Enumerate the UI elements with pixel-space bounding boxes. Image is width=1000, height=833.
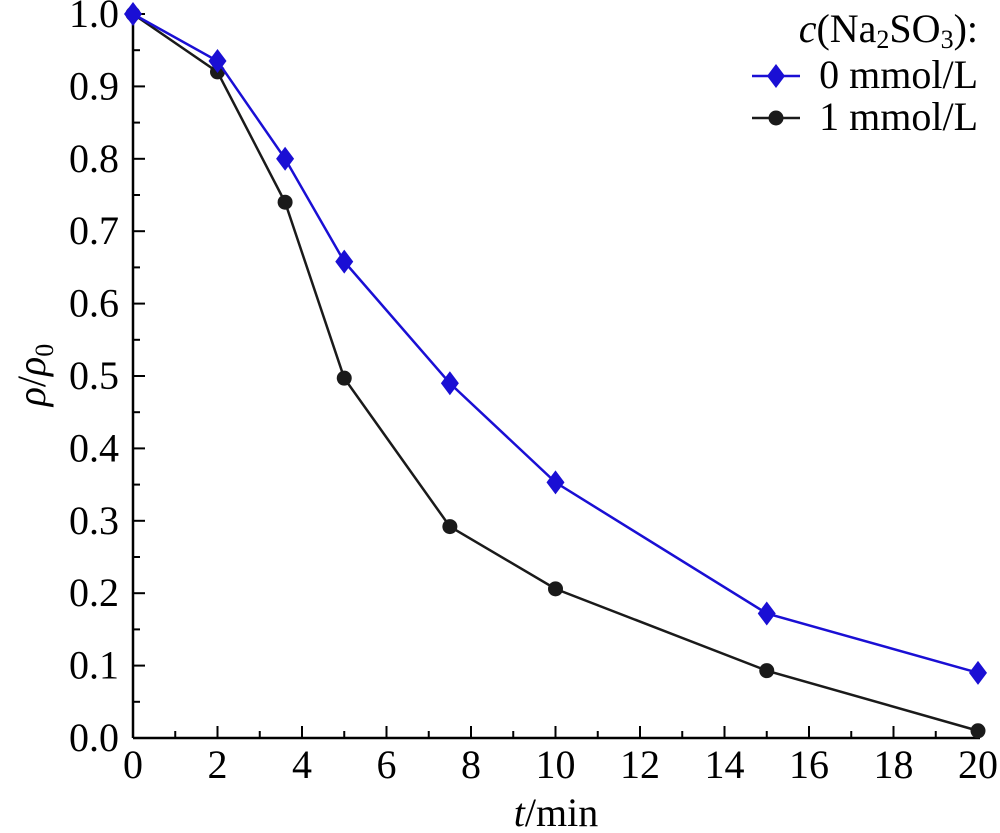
y-tick-label: 0.8 xyxy=(69,136,119,181)
x-tick-label: 20 xyxy=(958,742,998,787)
tick-labels: 0 2 4 6 8 10 12 14 16 18 20 0.0 0.1 0.2 0.3 0.4 0.5 0.6 0.… xyxy=(69,0,998,787)
data-point xyxy=(277,194,293,210)
data-point xyxy=(335,249,354,274)
y-tick-label: 1.0 xyxy=(69,0,119,36)
legend-swatch-marker xyxy=(768,110,784,126)
legend-swatch-marker xyxy=(767,64,785,88)
legend-entries: 0 mmol/L1 mmol/L xyxy=(752,52,978,139)
y-axis-title: ρ/ρ0 xyxy=(9,344,59,409)
legend-title: c(Na2SO3): xyxy=(799,6,978,54)
data-point xyxy=(276,146,295,171)
x-axis-title: t/min xyxy=(514,790,598,833)
y-tick-label: 0.2 xyxy=(69,570,119,615)
legend-entry: 0 mmol/L xyxy=(752,52,978,97)
data-point xyxy=(546,470,565,495)
data-point xyxy=(759,663,775,679)
x-tick-label: 8 xyxy=(461,742,481,787)
y-tick-label: 0.7 xyxy=(69,208,119,253)
series-0-mmol xyxy=(124,2,987,685)
data-point xyxy=(440,371,459,396)
x-tick-label: 6 xyxy=(377,742,397,787)
x-tick-label: 0 xyxy=(123,742,143,787)
data-point xyxy=(124,2,142,26)
data-point xyxy=(442,519,458,535)
y-tick-label: 0.4 xyxy=(69,425,119,470)
x-tick-label: 10 xyxy=(536,742,576,787)
legend-entry: 1 mmol/L xyxy=(752,94,978,139)
x-tick-label: 12 xyxy=(620,742,660,787)
series-line xyxy=(132,12,979,675)
legend: c(Na2SO3): 0 mmol/L1 mmol/L xyxy=(752,6,978,139)
data-point xyxy=(548,581,563,597)
y-tick-label: 0.5 xyxy=(69,353,119,398)
x-tick-label: 4 xyxy=(292,742,312,787)
data-point xyxy=(970,723,986,739)
y-tick-label: 0.9 xyxy=(69,63,119,108)
series-line xyxy=(132,12,979,732)
y-tick-label: 0.1 xyxy=(69,643,119,688)
data-point xyxy=(336,370,352,386)
data-point xyxy=(757,601,776,626)
x-tick-label: 16 xyxy=(789,742,829,787)
x-tick-label: 2 xyxy=(208,742,228,787)
y-tick-label: 0.3 xyxy=(69,498,119,543)
x-tick-label: 18 xyxy=(874,742,914,787)
y-tick-label: 0.0 xyxy=(69,715,119,760)
series-layer xyxy=(124,2,987,739)
legend-label: 1 mmol/L xyxy=(819,94,978,139)
data-point xyxy=(208,49,227,74)
data-point xyxy=(969,660,987,685)
legend-label: 0 mmol/L xyxy=(819,52,978,97)
x-tick-label: 14 xyxy=(705,742,745,787)
y-tick-label: 0.6 xyxy=(69,281,119,326)
